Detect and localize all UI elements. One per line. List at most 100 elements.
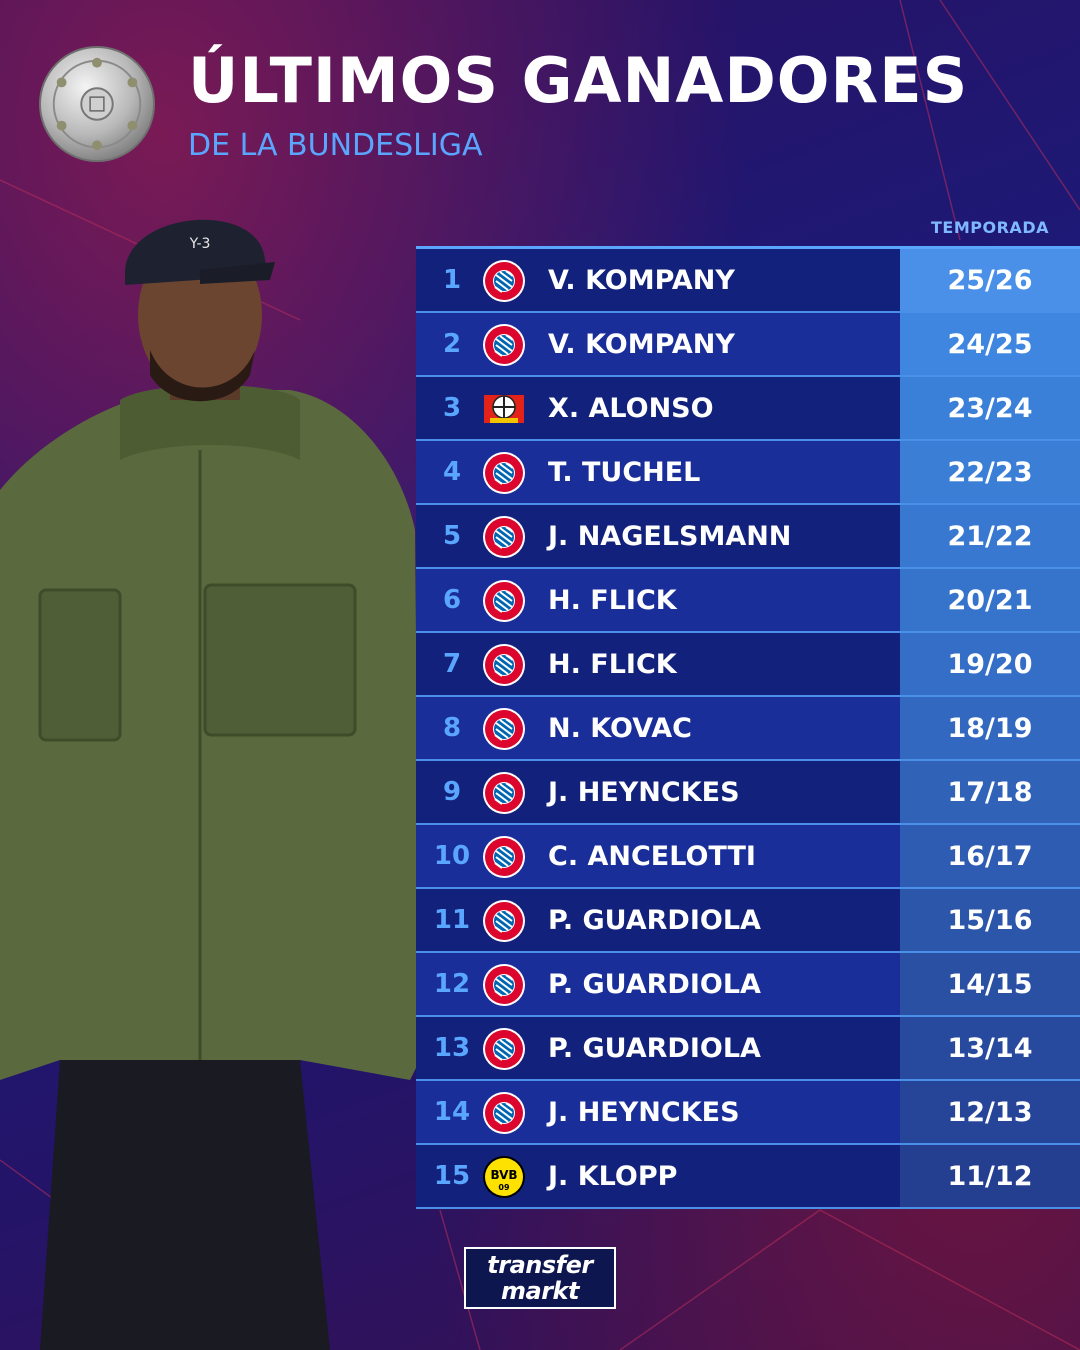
fc-bayern-crest-icon [483, 900, 525, 942]
season-column-header: TEMPORADA [931, 218, 1049, 237]
fc-bayern-crest-icon [483, 260, 525, 302]
coach-name: T. TUCHEL [548, 456, 701, 488]
table-row: 9 J. HEYNCKES 17/18 [416, 761, 1080, 825]
row-main-cell: 12 P. GUARDIOLA [416, 953, 900, 1015]
table-row: 5 J. NAGELSMANN 21/22 [416, 505, 1080, 569]
row-main-cell: 5 J. NAGELSMANN [416, 505, 900, 567]
rank-number: 4 [442, 457, 462, 487]
coach-name: C. ANCELOTTI [548, 840, 756, 872]
fc-bayern-crest-icon [483, 964, 525, 1006]
meisterschale-icon [38, 45, 156, 163]
coach-name: P. GUARDIOLA [548, 968, 761, 1000]
coach-name: P. GUARDIOLA [548, 1032, 761, 1064]
row-main-cell: 14 J. HEYNCKES [416, 1081, 900, 1143]
rank-number: 15 [433, 1161, 471, 1191]
row-main-cell: 9 J. HEYNCKES [416, 761, 900, 823]
season-value: 13/14 [900, 1017, 1080, 1079]
row-main-cell: 7 H. FLICK [416, 633, 900, 695]
logo-line-2: markt [501, 1277, 579, 1305]
coach-name: J. HEYNCKES [548, 776, 740, 808]
table-row: 3 X. ALONSO 23/24 [416, 377, 1080, 441]
coach-name: N. KOVAC [548, 712, 692, 744]
coach-name: X. ALONSO [548, 392, 714, 424]
table-row: 8 N. KOVAC 18/19 [416, 697, 1080, 761]
logo-line-1: transfer [487, 1251, 593, 1279]
season-value: 14/15 [900, 953, 1080, 1015]
season-value: 16/17 [900, 825, 1080, 887]
table-body: 1 V. KOMPANY 25/26 2 V. KOMPANY 24/25 3 X. ALON… [416, 249, 1080, 1209]
row-main-cell: 11 P. GUARDIOLA [416, 889, 900, 951]
rank-number: 14 [433, 1097, 471, 1127]
table-row: 1 V. KOMPANY 25/26 [416, 249, 1080, 313]
row-main-cell: 8 N. KOVAC [416, 697, 900, 759]
rank-number: 5 [442, 521, 462, 551]
rank-number: 11 [433, 905, 471, 935]
rank-number: 7 [442, 649, 462, 679]
rank-number: 2 [442, 329, 462, 359]
table-row: 4 T. TUCHEL 22/23 [416, 441, 1080, 505]
fc-bayern-crest-icon [483, 1092, 525, 1134]
coach-name: J. NAGELSMANN [548, 520, 792, 552]
table-row: 6 H. FLICK 20/21 [416, 569, 1080, 633]
rank-number: 10 [433, 841, 471, 871]
season-value: 21/22 [900, 505, 1080, 567]
season-value: 23/24 [900, 377, 1080, 439]
coach-name: J. KLOPP [548, 1160, 678, 1192]
row-main-cell: 6 H. FLICK [416, 569, 900, 631]
row-main-cell: 2 V. KOMPANY [416, 313, 900, 375]
svg-text:Y-3: Y-3 [189, 236, 211, 252]
coach-name: P. GUARDIOLA [548, 904, 761, 936]
svg-text:BVB: BVB [490, 1168, 517, 1182]
rank-number: 1 [442, 265, 462, 295]
coach-name: H. FLICK [548, 648, 677, 680]
page-title: ÚLTIMOS GANADORES [188, 44, 969, 117]
table-row: 7 H. FLICK 19/20 [416, 633, 1080, 697]
table-row: 15 BVB 09 J. KLOPP 11/12 [416, 1145, 1080, 1209]
season-value: 22/23 [900, 441, 1080, 503]
season-value: 17/18 [900, 761, 1080, 823]
fc-bayern-crest-icon [483, 452, 525, 494]
table-top-line [416, 246, 1080, 249]
season-value: 15/16 [900, 889, 1080, 951]
coach-name: J. HEYNCKES [548, 1096, 740, 1128]
fc-bayern-crest-icon [483, 836, 525, 878]
rank-number: 13 [433, 1033, 471, 1063]
table-row: 12 P. GUARDIOLA 14/15 [416, 953, 1080, 1017]
fc-bayern-crest-icon [483, 580, 525, 622]
fc-bayern-crest-icon [483, 324, 525, 366]
row-main-cell: 15 BVB 09 J. KLOPP [416, 1145, 900, 1207]
table-row: 14 J. HEYNCKES 12/13 [416, 1081, 1080, 1145]
table-row: 13 P. GUARDIOLA 13/14 [416, 1017, 1080, 1081]
rank-number: 6 [442, 585, 462, 615]
row-main-cell: 3 X. ALONSO [416, 377, 900, 439]
table-row: 2 V. KOMPANY 24/25 [416, 313, 1080, 377]
fc-bayern-crest-icon [483, 708, 525, 750]
season-value: 24/25 [900, 313, 1080, 375]
season-value: 20/21 [900, 569, 1080, 631]
rank-number: 3 [442, 393, 462, 423]
fc-bayern-crest-icon [483, 1028, 525, 1070]
row-main-cell: 13 P. GUARDIOLA [416, 1017, 900, 1079]
transfermarkt-logo: transfer markt [464, 1247, 616, 1309]
table-row: 10 C. ANCELOTTI 16/17 [416, 825, 1080, 889]
fc-bayern-crest-icon [483, 516, 525, 558]
fc-bayern-crest-icon [483, 772, 525, 814]
coach-name: V. KOMPANY [548, 328, 735, 360]
season-value: 25/26 [900, 249, 1080, 311]
table-row: 11 P. GUARDIOLA 15/16 [416, 889, 1080, 953]
coach-name: V. KOMPANY [548, 264, 735, 296]
season-value: 11/12 [900, 1145, 1080, 1207]
season-value: 18/19 [900, 697, 1080, 759]
row-main-cell: 10 C. ANCELOTTI [416, 825, 900, 887]
fc-bayern-crest-icon [483, 644, 525, 686]
season-value: 12/13 [900, 1081, 1080, 1143]
svg-text:09: 09 [498, 1183, 510, 1192]
season-value: 19/20 [900, 633, 1080, 695]
rank-number: 8 [442, 713, 462, 743]
row-main-cell: 4 T. TUCHEL [416, 441, 900, 503]
rank-number: 9 [442, 777, 462, 807]
winners-table: 1 V. KOMPANY 25/26 2 V. KOMPANY 24/25 3 X. ALON… [416, 246, 1080, 1209]
bayer-leverkusen-crest-icon [484, 395, 524, 423]
rank-number: 12 [433, 969, 471, 999]
